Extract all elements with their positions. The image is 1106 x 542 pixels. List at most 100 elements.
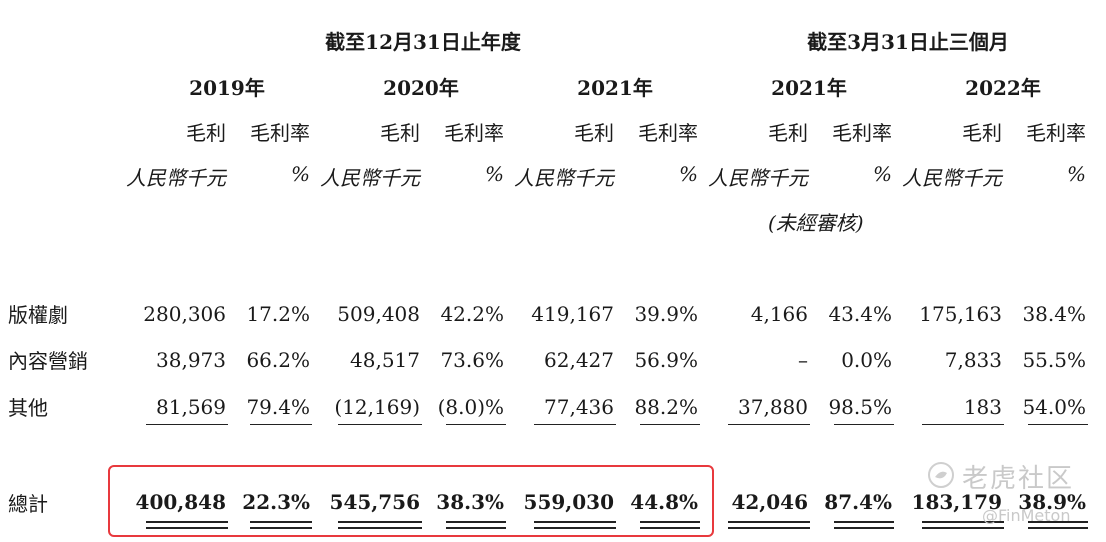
year-header-2019: 2019年 [189,76,265,100]
table-cell: 280,306 [143,302,226,326]
year-header-2020: 2020年 [383,76,459,100]
year-header-2021-q1: 2021年 [771,76,847,100]
unit-percent: % [290,162,310,186]
table-cell: (12,169) [334,395,420,419]
subtotal-underline [338,424,422,425]
total-double-underline [640,521,700,523]
subtotal-underline [922,424,1004,425]
table-cell: 88.2% [634,395,698,419]
total-double-underline [922,521,1004,523]
unaudited-note: (未經審核) [768,211,864,235]
total-double-underline [446,521,506,523]
subtotal-underline [834,424,894,425]
total-double-underline [250,527,312,529]
table-cell: 79.4% [246,395,310,419]
total-double-underline [338,521,422,523]
unit-percent: % [1066,162,1086,186]
subtotal-underline [640,424,700,425]
three-month-group-header: 截至3月31日止三個月 [807,30,1009,54]
table-cell: 419,167 [531,302,614,326]
margin-header: 毛利率 [444,121,504,145]
total-double-underline [446,527,506,529]
table-cell: 183 [963,395,1002,419]
total-cell: 38.9% [1018,490,1086,514]
table-cell: 62,427 [544,348,614,372]
subtotal-underline [446,424,506,425]
gross-profit-header: 毛利 [186,121,226,145]
unit-rmb-thousand: 人民幣千元 [320,166,420,190]
margin-header: 毛利率 [832,121,892,145]
margin-header: 毛利率 [250,121,310,145]
total-double-underline [834,527,894,529]
table-cell: 54.0% [1022,395,1086,419]
total-double-underline [640,527,700,529]
total-double-underline [338,527,422,529]
highlight-box [108,465,714,537]
total-cell: 42,046 [731,490,808,514]
table-cell: – [798,348,808,372]
table-cell: 55.5% [1022,348,1086,372]
total-double-underline [250,521,312,523]
total-double-underline [146,527,228,529]
subtotal-underline [728,424,810,425]
table-cell: 38,973 [156,348,226,372]
watermark-name: 老虎社区 [962,464,1075,494]
table-cell: 4,166 [750,302,808,326]
year-header-2021: 2021年 [577,76,653,100]
table-cell: 37,880 [738,395,808,419]
total-double-underline [146,521,228,523]
gross-profit-header: 毛利 [574,121,614,145]
table-cell: 81,569 [156,395,226,419]
fiscal-year-group-header: 截至12月31日止年度 [325,30,521,54]
row-label-content-marketing: 內容營銷 [8,349,88,373]
unit-rmb-thousand: 人民幣千元 [708,166,808,190]
table-cell: 66.2% [246,348,310,372]
total-cell: 545,756 [329,490,420,514]
total-double-underline [534,527,616,529]
total-cell: 400,848 [135,490,226,514]
total-cell: 87.4% [824,490,892,514]
total-cell: 38.3% [436,490,504,514]
total-double-underline [728,521,810,523]
unit-rmb-thousand: 人民幣千元 [902,166,1002,190]
tiger-community-logo-icon [926,460,956,497]
table-cell: 56.9% [634,348,698,372]
row-label-total: 總計 [8,492,48,516]
subtotal-underline [534,424,616,425]
table-cell: 175,163 [919,302,1002,326]
table-cell: 509,408 [337,302,420,326]
subtotal-underline [1028,424,1088,425]
table-cell: 48,517 [350,348,420,372]
unit-rmb-thousand: 人民幣千元 [126,166,226,190]
total-double-underline [1028,527,1088,529]
year-header-2022-q1: 2022年 [965,76,1041,100]
table-cell: 0.0% [841,348,892,372]
total-double-underline [1028,521,1088,523]
total-cell: 22.3% [242,490,310,514]
unit-percent: % [484,162,504,186]
table-cell: 73.6% [440,348,504,372]
table-cell: 77,436 [544,395,614,419]
total-double-underline [534,521,616,523]
total-cell: 44.8% [630,490,698,514]
table-cell: 39.9% [634,302,698,326]
unit-percent: % [872,162,892,186]
margin-header: 毛利率 [1026,121,1086,145]
total-double-underline [728,527,810,529]
total-cell: 559,030 [523,490,614,514]
row-label-licensed-drama: 版權劇 [8,303,68,327]
subtotal-underline [146,424,228,425]
total-double-underline [922,527,1004,529]
table-cell: 43.4% [828,302,892,326]
gross-profit-header: 毛利 [768,121,808,145]
table-cell: 7,833 [944,348,1002,372]
row-label-others: 其他 [8,396,48,420]
unit-percent: % [678,162,698,186]
table-cell: 98.5% [828,395,892,419]
gross-profit-header: 毛利 [962,121,1002,145]
total-double-underline [834,521,894,523]
margin-header: 毛利率 [638,121,698,145]
gross-profit-header: 毛利 [380,121,420,145]
table-cell: (8.0)% [437,395,504,419]
table-cell: 42.2% [440,302,504,326]
